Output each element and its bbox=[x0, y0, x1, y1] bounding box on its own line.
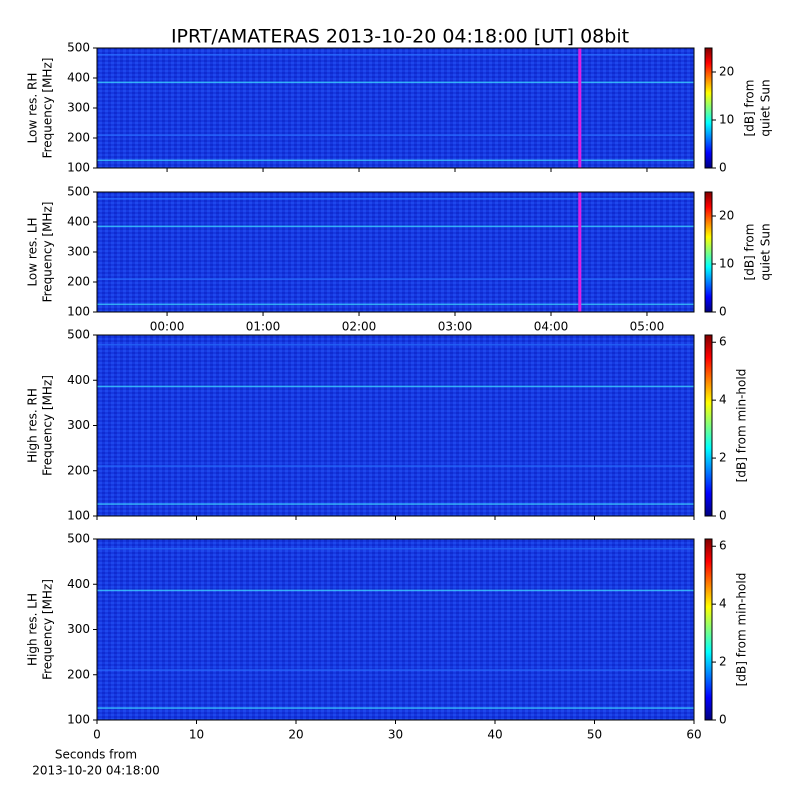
x-tick-label: 0 bbox=[93, 728, 101, 742]
colorbar-label: [dB] from min-hold bbox=[735, 573, 749, 687]
colorbar-tick-label: 0 bbox=[719, 161, 727, 175]
y-tick-label: 100 bbox=[67, 305, 90, 319]
streak bbox=[97, 134, 694, 136]
x-tick-label: 30 bbox=[388, 728, 403, 742]
y-tick-label: 100 bbox=[67, 713, 90, 727]
y-tick-label: 100 bbox=[67, 509, 90, 523]
colorbar-label: [dB] from bbox=[743, 80, 757, 137]
x-tick-label: 01:00 bbox=[246, 320, 281, 334]
y-tick-label: 300 bbox=[67, 101, 90, 115]
y-tick-label: 500 bbox=[67, 185, 90, 199]
y-axis-label: Low res. RH bbox=[26, 73, 40, 144]
x-tick-label: 50 bbox=[587, 728, 602, 742]
streak bbox=[97, 278, 694, 280]
streak bbox=[97, 589, 694, 592]
spectrogram bbox=[97, 539, 694, 720]
y-axis-label: Frequency [MHz] bbox=[41, 58, 55, 159]
y-tick-label: 300 bbox=[67, 622, 90, 636]
colorbar-label: [dB] from min-hold bbox=[735, 369, 749, 483]
streak bbox=[97, 503, 694, 505]
y-tick-label: 500 bbox=[67, 328, 90, 342]
y-tick-label: 200 bbox=[67, 463, 90, 477]
y-tick-label: 400 bbox=[67, 373, 90, 387]
colorbar-tick-label: 0 bbox=[719, 305, 727, 319]
colorbar-label: [dB] from bbox=[743, 224, 757, 281]
x-tick-label: 04:00 bbox=[534, 320, 569, 334]
streak bbox=[97, 465, 694, 467]
colorbar-tick-label: 4 bbox=[719, 597, 727, 611]
y-axis-label: Low res. LH bbox=[26, 217, 40, 286]
streak bbox=[97, 81, 694, 84]
colorbar bbox=[704, 191, 713, 313]
colorbar-tick-label: 20 bbox=[719, 65, 734, 79]
colorbar-tick-label: 6 bbox=[719, 335, 727, 349]
colorbar-label: quiet Sun bbox=[759, 79, 773, 136]
y-tick-label: 400 bbox=[67, 577, 90, 591]
colorbar bbox=[704, 47, 713, 169]
chart-title: IPRT/AMATERAS 2013-10-20 04:18:00 [UT] 0… bbox=[171, 26, 629, 48]
x-tick-label: 60 bbox=[686, 728, 701, 742]
colorbar-tick-label: 20 bbox=[719, 209, 734, 223]
x-axis-label: 2013-10-20 04:18:00 bbox=[32, 764, 159, 778]
colorbar-tick-label: 0 bbox=[719, 713, 727, 727]
y-tick-label: 300 bbox=[67, 418, 90, 432]
colorbar-tick-label: 2 bbox=[719, 451, 727, 465]
colorbar bbox=[704, 538, 713, 721]
y-axis-label: High res. RH bbox=[26, 388, 40, 463]
x-tick-label: 10 bbox=[189, 728, 204, 742]
x-tick-label: 40 bbox=[487, 728, 502, 742]
y-tick-label: 400 bbox=[67, 215, 90, 229]
x-tick-label: 20 bbox=[288, 728, 303, 742]
streak bbox=[97, 159, 694, 162]
spectrogram bbox=[97, 48, 694, 168]
y-tick-label: 500 bbox=[67, 532, 90, 546]
streak bbox=[97, 198, 694, 200]
streak bbox=[97, 669, 694, 671]
spectrogram bbox=[97, 192, 694, 312]
x-tick-label: 00:00 bbox=[150, 320, 185, 334]
colorbar-tick-label: 10 bbox=[719, 257, 734, 271]
colorbar bbox=[704, 334, 713, 517]
x-tick-label: 05:00 bbox=[630, 320, 665, 334]
streak bbox=[97, 344, 694, 346]
x-tick-label: 02:00 bbox=[342, 320, 377, 334]
y-axis-label: High res. LH bbox=[26, 593, 40, 666]
y-axis-label: Frequency [MHz] bbox=[41, 375, 55, 476]
streak bbox=[97, 548, 694, 550]
x-axis-label: Seconds from bbox=[55, 748, 137, 762]
colorbar-tick-label: 2 bbox=[719, 655, 727, 669]
y-tick-label: 300 bbox=[67, 245, 90, 259]
streak bbox=[97, 707, 694, 709]
spectrogram bbox=[97, 335, 694, 516]
y-tick-label: 200 bbox=[67, 131, 90, 145]
y-tick-label: 200 bbox=[67, 667, 90, 681]
streak bbox=[97, 225, 694, 228]
y-tick-label: 500 bbox=[67, 41, 90, 55]
y-tick-label: 100 bbox=[67, 161, 90, 175]
colorbar-tick-label: 6 bbox=[719, 539, 727, 553]
colorbar-tick-label: 4 bbox=[719, 393, 727, 407]
x-tick-label: 03:00 bbox=[438, 320, 473, 334]
colorbar-tick-label: 10 bbox=[719, 113, 734, 127]
streak bbox=[97, 303, 694, 306]
y-axis-label: Frequency [MHz] bbox=[41, 202, 55, 303]
y-tick-label: 200 bbox=[67, 275, 90, 289]
y-tick-label: 400 bbox=[67, 71, 90, 85]
y-axis-label: Frequency [MHz] bbox=[41, 579, 55, 680]
colorbar-tick-label: 0 bbox=[719, 509, 727, 523]
streak bbox=[97, 54, 694, 56]
streak bbox=[97, 385, 694, 388]
colorbar-label: quiet Sun bbox=[759, 223, 773, 280]
